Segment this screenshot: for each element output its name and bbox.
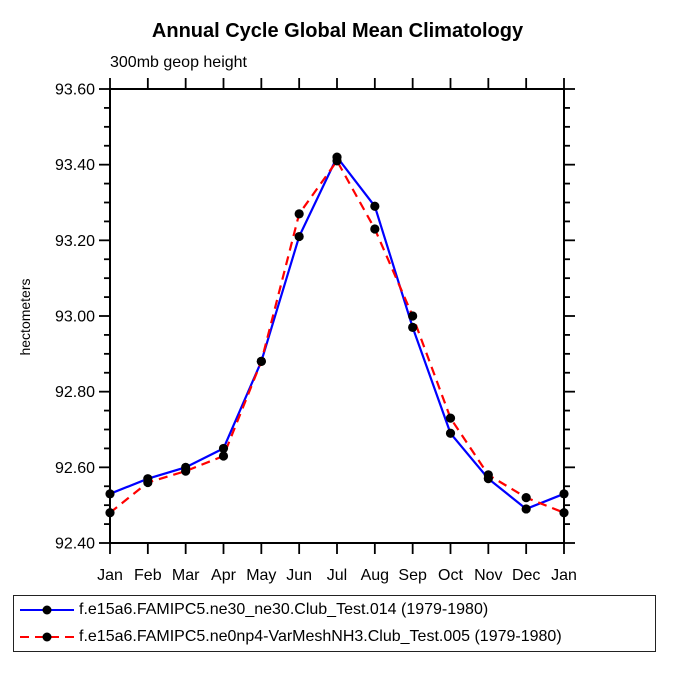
data-point-marker	[408, 322, 418, 332]
data-point-marker	[483, 470, 493, 480]
x-tick-label: Jan	[551, 567, 577, 584]
data-point-marker	[218, 443, 229, 454]
x-tick-label: May	[246, 567, 276, 584]
data-point-marker	[143, 477, 153, 488]
x-tick-label: Jan	[97, 567, 123, 584]
series-line-1	[109, 155, 565, 511]
y-tick-label: 92.40	[55, 536, 95, 553]
legend-row-series-1: f.e15a6.FAMIPC5.ne30_ne30.Club_Test.014 …	[14, 597, 655, 623]
legend-row-series-2: f.e15a6.FAMIPC5.ne0np4-VarMeshNH3.Club_T…	[14, 624, 655, 650]
x-tick-label: Sep	[398, 567, 427, 584]
legend-label-series-2: f.e15a6.FAMIPC5.ne0np4-VarMeshNH3.Club_T…	[79, 628, 562, 645]
data-point-marker	[105, 508, 115, 518]
legend-sample-blue-solid-line	[20, 605, 74, 615]
x-tick-label: Jun	[286, 567, 312, 584]
x-tick-label: Nov	[474, 567, 502, 584]
data-point-marker	[294, 231, 304, 242]
y-tick-label: 93.40	[55, 157, 95, 174]
x-tick-label: Mar	[172, 567, 200, 584]
data-point-marker	[559, 489, 569, 499]
axis-tick-labels: 92.40 92.60 92.80 93.00 93.20 93.40 93.60 Jan Fe…	[55, 82, 577, 585]
data-point-marker	[370, 201, 380, 211]
data-point-marker	[521, 504, 531, 514]
series-line-2	[109, 158, 565, 514]
data-point-marker	[408, 311, 418, 321]
x-tick-label: Apr	[211, 567, 237, 584]
data-point-marker	[559, 508, 569, 518]
x-tick-label: Oct	[438, 567, 463, 584]
data-point-marker	[181, 466, 191, 476]
legend-sample-red-dashed-line	[20, 632, 74, 642]
data-point-marker	[370, 224, 380, 234]
data-point-marker	[445, 413, 456, 423]
x-tick-label: Aug	[361, 567, 389, 584]
data-point-marker	[256, 356, 266, 366]
legend-label-series-1: f.e15a6.FAMIPC5.ne30_ne30.Club_Test.014 …	[79, 601, 489, 618]
y-tick-label: 93.00	[55, 309, 95, 326]
data-point-marker	[105, 489, 115, 499]
y-tick-label: 93.20	[55, 233, 95, 250]
x-tick-label: Jul	[327, 567, 347, 584]
data-point-marker	[332, 156, 342, 166]
data-point-marker	[218, 451, 229, 461]
y-tick-label: 92.60	[55, 460, 95, 477]
y-tick-label: 92.80	[55, 384, 95, 401]
data-point-marker	[445, 428, 456, 438]
x-tick-label: Feb	[134, 567, 162, 584]
x-tick-label: Dec	[512, 567, 540, 584]
y-tick-label: 93.60	[55, 82, 95, 99]
axis-ticks	[99, 78, 575, 554]
data-point-marker	[521, 493, 531, 503]
legend: f.e15a6.FAMIPC5.ne30_ne30.Club_Test.014 …	[13, 595, 656, 652]
chart-title: Annual Cycle Global Mean Climatology	[151, 20, 524, 42]
chart-subtitle: 300mb geop height	[110, 54, 247, 71]
data-point-marker	[294, 209, 304, 219]
